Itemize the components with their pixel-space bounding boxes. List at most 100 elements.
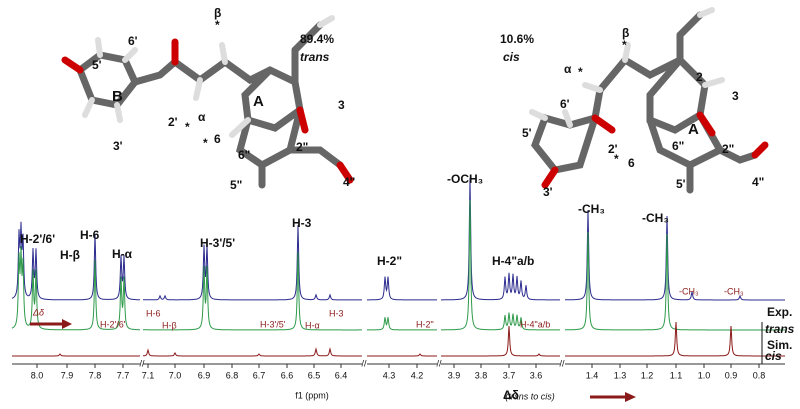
x-tick-label: 4.2: [411, 370, 424, 380]
x-tick-label: 3.6: [530, 370, 543, 380]
x-tick-label: 3.9: [448, 370, 461, 380]
x-tick-label: 0.8: [753, 370, 766, 380]
spectrum-trace: [441, 325, 560, 357]
spectrum-trace: [367, 276, 437, 301]
x-tick-label: 1.4: [586, 370, 599, 380]
x-tick-label: 6.4: [335, 370, 348, 380]
atom-label: 6': [128, 34, 138, 48]
atom-label: 6': [560, 97, 570, 111]
arrow-head: [62, 319, 72, 329]
spectrum-trace: [565, 209, 785, 301]
atom-label: *: [614, 152, 619, 166]
cis-peak-label: -CH₃: [679, 286, 699, 296]
peak-label: H-3: [292, 216, 312, 230]
peak-label: H-3'/5': [200, 236, 235, 250]
trace-label: Exp.: [767, 305, 792, 319]
spectrum-trace: [565, 231, 785, 331]
atom-label: β: [214, 6, 221, 20]
cis-peak-label: -CH₃: [724, 286, 744, 296]
spectrum-trace: [12, 353, 140, 357]
spectrum-trace: [441, 199, 560, 331]
atom-label: *: [203, 136, 208, 150]
spectrum-trace: [11, 221, 141, 301]
spectrum-trace: [441, 177, 560, 301]
left-molecule-sticks: [61, 15, 354, 189]
x-tick-label: 7.8: [89, 370, 102, 380]
atom-label: 5': [522, 126, 532, 140]
cis-peak-label: H-α: [305, 320, 320, 330]
delta-axis: Δδ: [503, 388, 519, 402]
atom-label: 4": [752, 175, 764, 189]
peak-label: -CH₃: [642, 211, 669, 225]
peak-label: H-β: [60, 248, 80, 262]
x-tick-label: 7.9: [61, 370, 74, 380]
x-tick-label: 6.5: [308, 370, 321, 380]
x-tick-label: 7.1: [142, 370, 155, 380]
atom-label: 2': [168, 115, 178, 129]
isomer: cis: [503, 50, 520, 64]
axis-break: //: [559, 358, 565, 368]
x-tick-label: 6.7: [253, 370, 266, 380]
x-tick-label: 6.6: [281, 370, 294, 380]
atom-label: 4": [343, 175, 355, 189]
delta-label: Δδ: [32, 307, 45, 317]
spectrum-trace: [367, 353, 437, 357]
atom-label: A: [688, 121, 699, 138]
spectrum-trace: [565, 321, 785, 357]
atom-label: 6": [238, 148, 250, 162]
atom-label: 5': [92, 58, 102, 72]
atom-label: 6": [672, 139, 684, 153]
cis-peak-label: H-2": [416, 319, 434, 329]
percent: 89.4%: [300, 32, 334, 46]
peak-label: -OCH₃: [447, 172, 483, 186]
trace-label: trans: [765, 322, 795, 336]
cis-peak-label: H-2'/6': [100, 319, 126, 329]
atom-label: 5": [230, 178, 242, 192]
x-tick-label: 8.0: [31, 370, 44, 380]
atom-label: 2': [608, 142, 618, 156]
atom-label: 3': [543, 185, 553, 199]
percent: 10.6%: [500, 32, 534, 46]
peak-label: -CH₃: [578, 202, 605, 216]
cis-peak-label: H-6: [146, 308, 161, 318]
axis-label: f1 (ppm): [295, 390, 329, 400]
atom-label: 3: [732, 89, 739, 103]
x-tick-label: 7.0: [169, 370, 182, 380]
atom-label: 3: [338, 98, 345, 112]
atom-label: α: [564, 62, 572, 76]
peak-label: H-4"a/b: [492, 254, 534, 268]
atom-label: 2: [696, 70, 703, 84]
atom-label: 5': [676, 177, 686, 191]
spectrum-trace: [143, 224, 362, 301]
peak-label: H-2": [377, 254, 402, 268]
atom-label: 2": [296, 140, 308, 154]
x-tick-label: 1.0: [698, 370, 711, 380]
right-molecule-sticks: [529, 7, 769, 194]
axis-break: //: [361, 358, 367, 368]
cis-peak-label: H-β: [162, 320, 177, 330]
x-tick-label: 0.9: [725, 370, 738, 380]
cis-peak-label: H-4"a/b: [520, 319, 550, 329]
spectrum-trace: [11, 246, 140, 331]
atom-label: α: [198, 110, 206, 124]
x-tick-label: 6.9: [198, 370, 211, 380]
x-tick-label: 7.7: [117, 370, 130, 380]
atom-label: B: [112, 88, 123, 105]
axis-break: //: [139, 358, 145, 368]
atom-label: *: [215, 18, 220, 32]
x-tick-label: 3.7: [503, 370, 516, 380]
spectrum-trace: [143, 251, 362, 331]
spectrum-trace: [367, 317, 437, 331]
atom-label: *: [622, 38, 627, 52]
peak-label: H-2'/6': [20, 232, 55, 246]
peak-label: H-6: [80, 228, 100, 242]
x-tick-label: 1.3: [614, 370, 627, 380]
atom-label: A: [253, 93, 264, 110]
x-tick-label: 3.8: [475, 370, 488, 380]
x-tick-label: 4.3: [383, 370, 396, 380]
atom-label: β: [622, 26, 629, 40]
cis-peak-label: H-3: [329, 308, 344, 318]
arrow-head: [625, 392, 636, 402]
atom-label: 6: [214, 132, 221, 146]
